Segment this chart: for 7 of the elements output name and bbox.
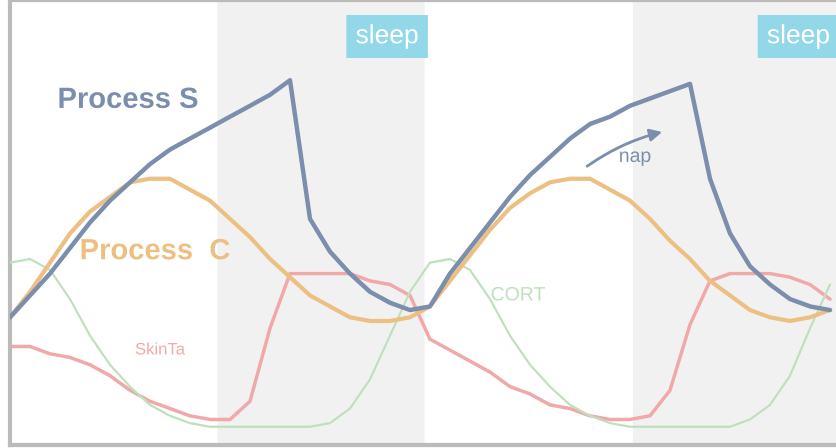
annotation: nap	[620, 151, 650, 166]
series-label: SkinTa	[136, 342, 186, 355]
text: sleep	[356, 24, 418, 49]
text: sleep	[768, 24, 829, 49]
series-label: CORT	[492, 286, 545, 301]
series-label: Process S	[59, 87, 198, 108]
series-label: Process C	[82, 238, 230, 260]
